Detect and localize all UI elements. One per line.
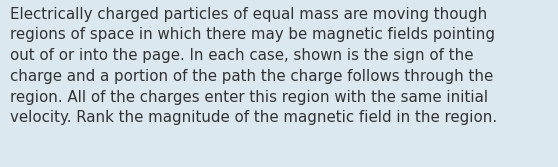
Text: Electrically charged particles of equal mass are moving though
regions of space : Electrically charged particles of equal … (10, 7, 497, 125)
